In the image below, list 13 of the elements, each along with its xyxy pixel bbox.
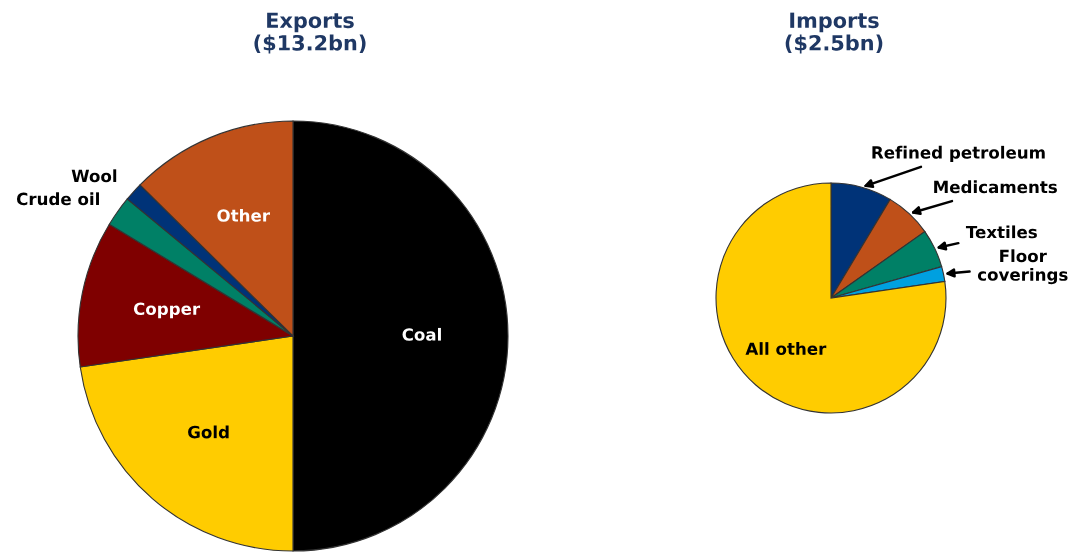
chart-title: Exports ($13.2bn) — [254, 12, 366, 54]
slice-label: Gold — [188, 425, 229, 439]
slice-label: Other — [217, 208, 270, 222]
slice-label: Wool — [71, 169, 117, 183]
slice-label: Coal — [402, 327, 441, 341]
slice-label: Refined petroleum — [872, 145, 1045, 162]
slice-label: Medicaments — [934, 180, 1057, 194]
slice-label: Textiles — [965, 225, 1037, 239]
slice-label: Copper — [133, 302, 201, 319]
slice-label: Crude oil — [16, 192, 99, 206]
slice-label: Floor coverings — [977, 249, 1068, 285]
chart-title: Imports ($2.5bn) — [785, 12, 883, 54]
slice-label: All other — [745, 342, 827, 356]
